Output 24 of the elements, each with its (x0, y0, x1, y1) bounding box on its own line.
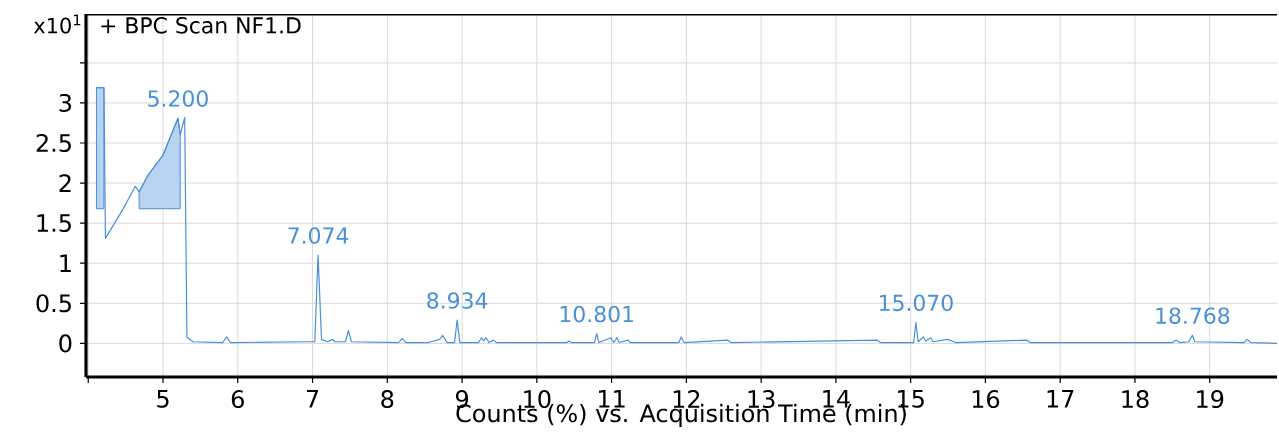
x-tick-label: 7 (306, 390, 319, 408)
annotation: 15.070 (879, 294, 953, 312)
x-tick-label: 8 (381, 390, 394, 409)
x-tick-label: 17 (1047, 390, 1074, 408)
x-tick-label: 6 (231, 390, 244, 409)
x-tick-label: 11 (599, 390, 625, 408)
chart-title: + BPC Scan NF1.D (101, 17, 301, 34)
text: x10$^{1}$ (33, 14, 81, 34)
y-tick-label: 0.5 (36, 294, 71, 313)
annotation: 5.200 (148, 90, 208, 107)
x-tick-label: 19 (1197, 390, 1224, 409)
y-tick-label: 2 (59, 174, 71, 192)
annotation: 8.934 (427, 292, 488, 309)
x-tick-label: 18 (1122, 390, 1149, 409)
y-tick-label: 1.5 (37, 214, 71, 233)
annotation: 7.074 (288, 227, 349, 244)
y-tick-label: 3 (59, 93, 72, 112)
y-tick-label: 0 (59, 334, 72, 353)
x-tick-label: 16 (972, 390, 1000, 409)
y-tick-label: 1 (60, 254, 71, 272)
y-tick-label: 2.5 (36, 133, 71, 153)
x-tick-label: 5 (157, 390, 169, 408)
annotation: 10.801 (560, 305, 634, 323)
annotation: 18.768 (1156, 307, 1230, 324)
